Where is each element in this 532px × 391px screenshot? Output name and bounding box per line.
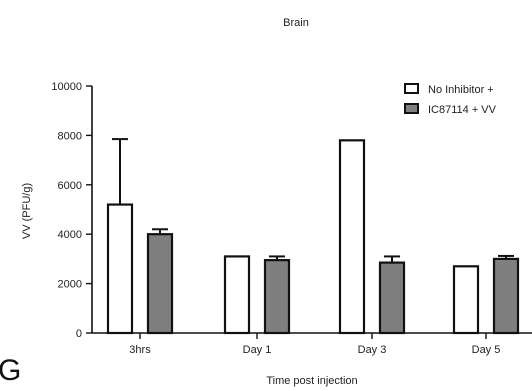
y-tick-label: 0 bbox=[76, 328, 82, 340]
bar-no-inhibitor-3 bbox=[338, 139, 366, 335]
bar-no-inhibitor-1 bbox=[106, 203, 134, 335]
y-tick-label: 8000 bbox=[58, 130, 82, 142]
legend-label: No Inhibitor + bbox=[428, 84, 494, 96]
legend-label: IC87114 + VV bbox=[428, 104, 497, 116]
bar-ic87114-2 bbox=[263, 259, 291, 335]
chart-title: Brain bbox=[283, 17, 309, 29]
bar-ic87114-1 bbox=[146, 233, 174, 335]
bar-ic87114-3 bbox=[378, 261, 406, 335]
x-axis-label: Time post injection bbox=[266, 375, 357, 387]
y-axis-ticks: 0 2000 4000 6000 8000 10000 bbox=[51, 81, 92, 340]
x-axis-ticks: 3hrs Day 1 Day 3 Day 5 bbox=[129, 333, 500, 356]
legend: No Inhibitor + IC87114 + VV bbox=[404, 83, 497, 116]
bar-no-inhibitor-4 bbox=[452, 265, 480, 335]
y-tick-label: 10000 bbox=[51, 81, 82, 93]
legend-swatch bbox=[404, 103, 419, 114]
bars-group bbox=[106, 139, 520, 335]
panel-letter: G bbox=[0, 354, 22, 387]
x-tick-label: Day 1 bbox=[243, 344, 272, 356]
x-tick-label: Day 5 bbox=[472, 344, 501, 356]
y-tick-label: 6000 bbox=[58, 180, 82, 192]
bar-no-inhibitor-2 bbox=[223, 255, 251, 335]
bar-ic87114-4 bbox=[492, 257, 520, 335]
y-axis-label: VV (PFU/g) bbox=[21, 183, 33, 239]
x-tick-label: Day 3 bbox=[358, 344, 387, 356]
x-tick-label: 3hrs bbox=[129, 344, 151, 356]
y-tick-label: 4000 bbox=[58, 229, 82, 241]
legend-swatch bbox=[404, 83, 419, 94]
error-bars-group bbox=[112, 138, 514, 263]
y-tick-label: 2000 bbox=[58, 279, 82, 291]
